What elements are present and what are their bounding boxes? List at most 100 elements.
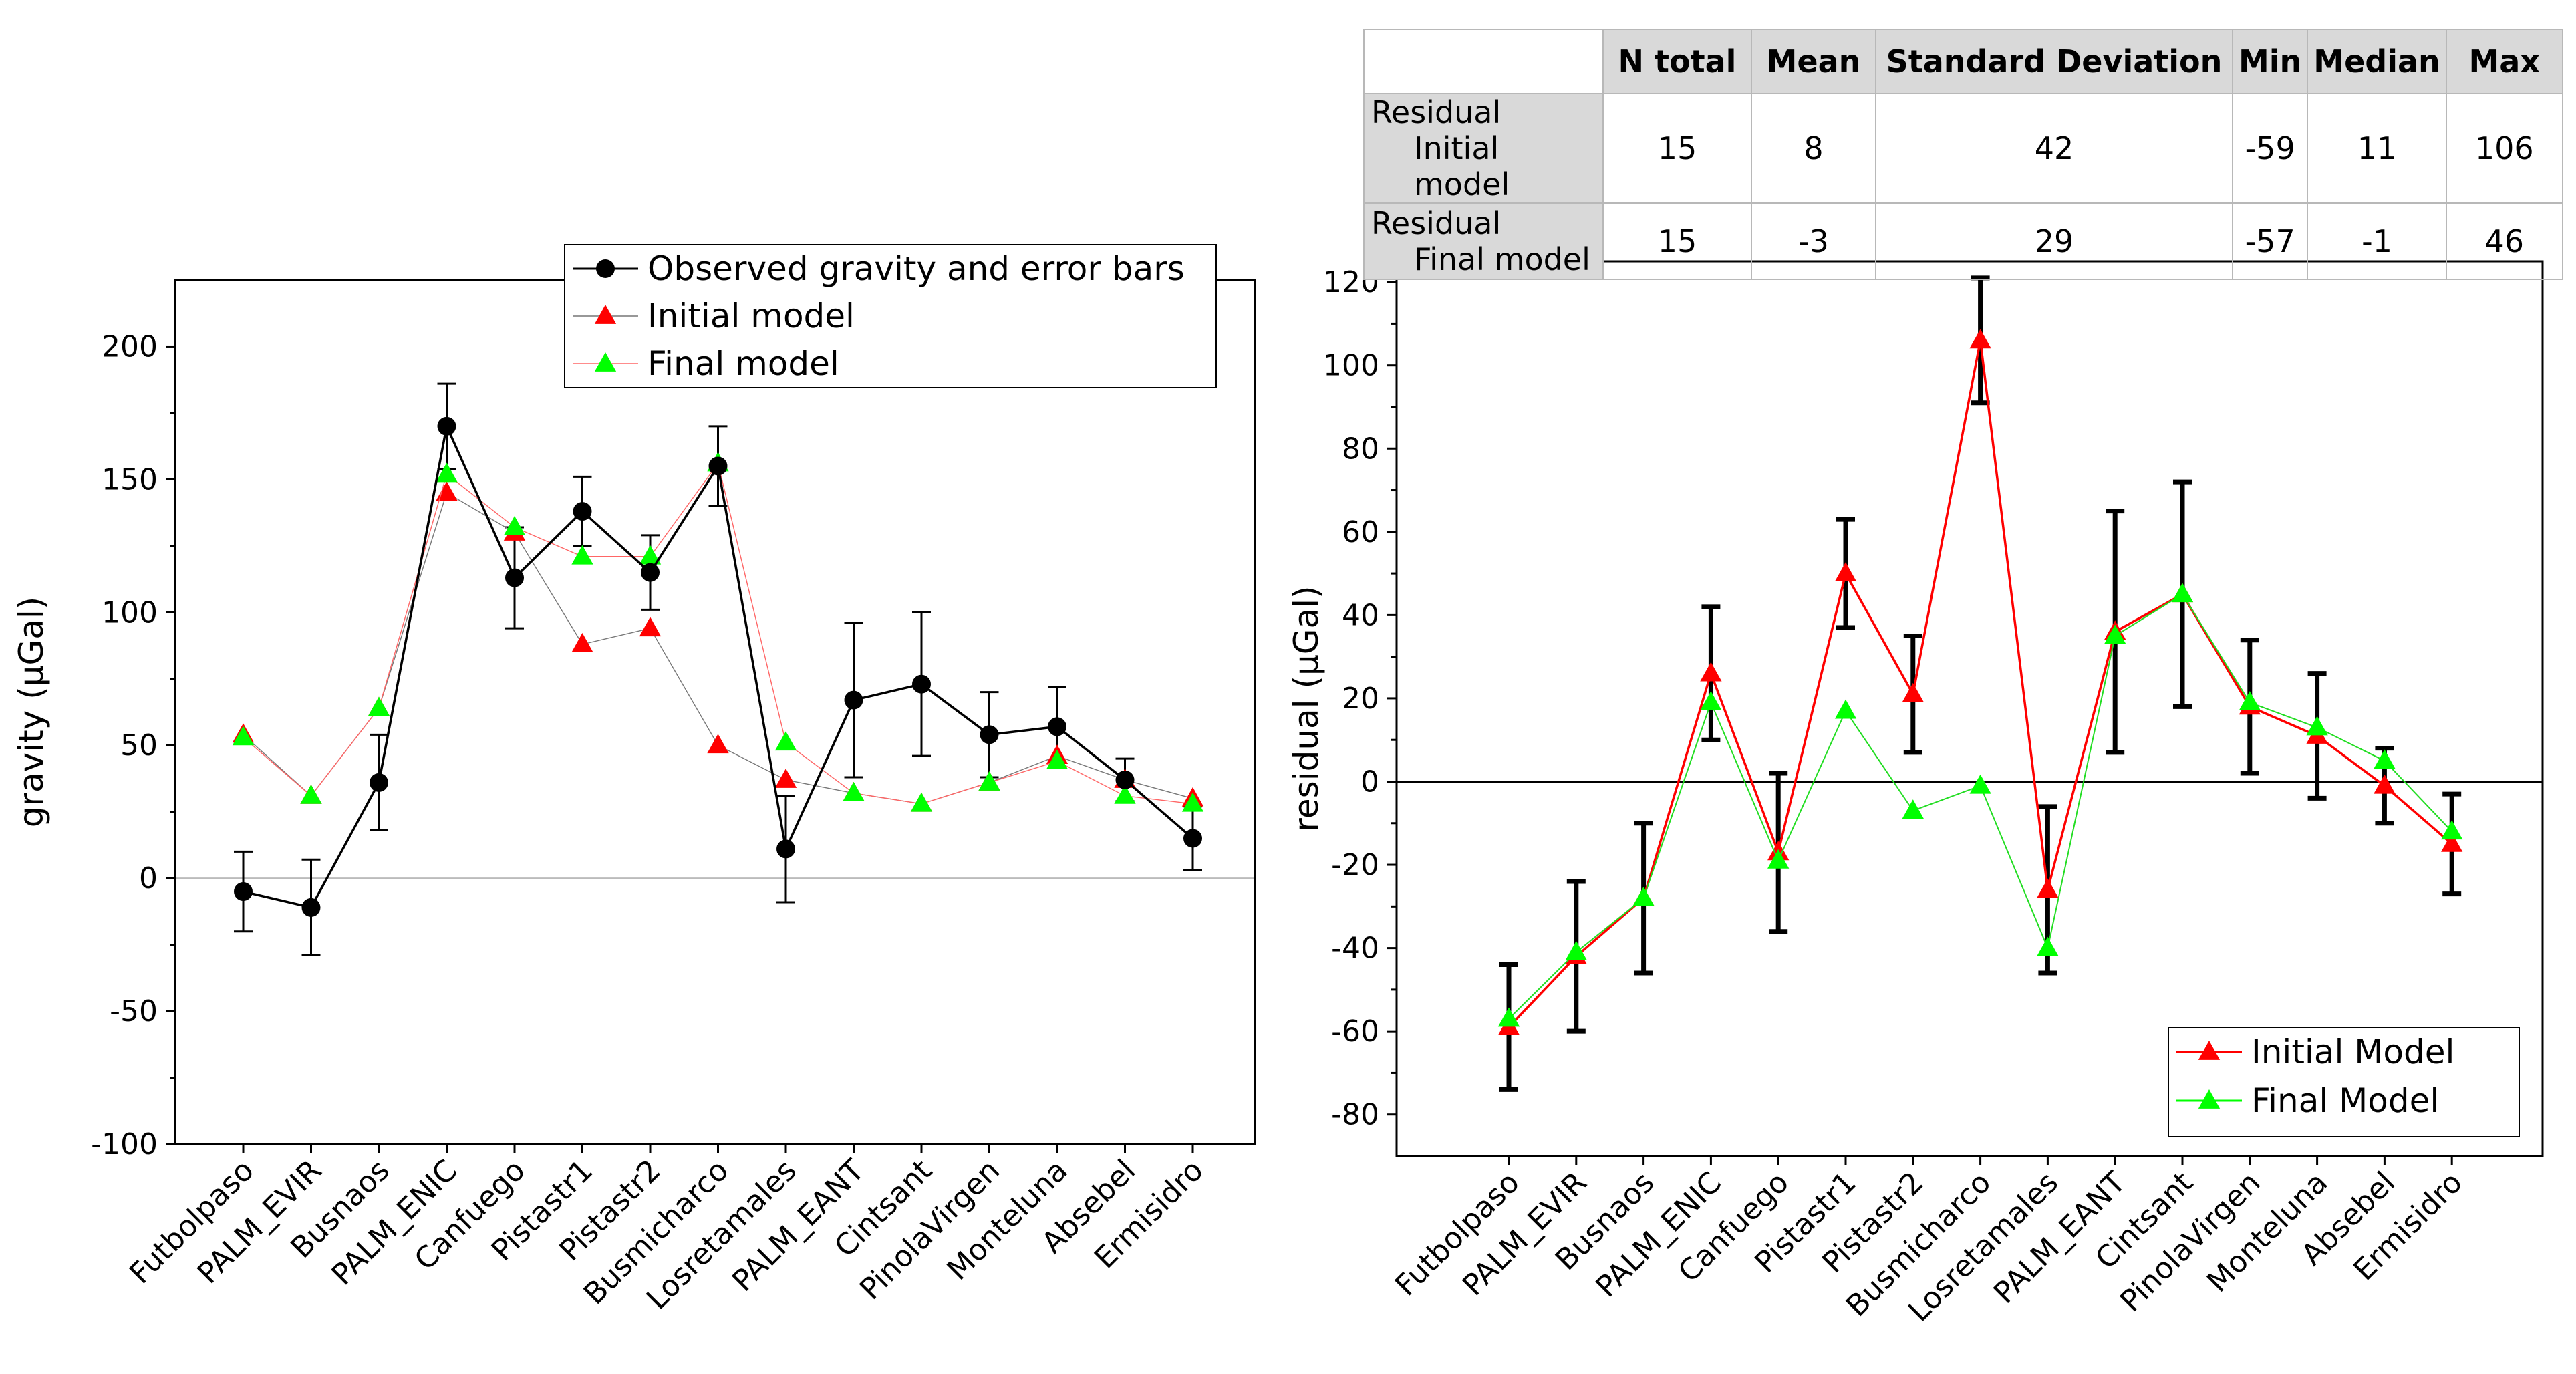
table-cell: -57 — [2231, 202, 2309, 280]
y-tick-label: 0 — [1361, 765, 1379, 799]
data-point-observed — [641, 563, 660, 582]
table-cell: 42 — [1875, 93, 2233, 204]
data-point-final — [1700, 691, 1722, 711]
legend-box — [564, 244, 1217, 388]
data-point-final — [1767, 849, 1790, 869]
data-point-observed — [301, 898, 321, 917]
data-point-initial — [1834, 562, 1857, 581]
legend-marker — [594, 305, 617, 324]
data-point-final — [503, 515, 526, 535]
y-tick-label: 20 — [1342, 682, 1379, 716]
y-tick-label: 50 — [120, 728, 158, 763]
data-point-observed — [1115, 770, 1135, 789]
data-point-final — [2104, 624, 2126, 644]
y-tick-label: -50 — [110, 994, 158, 1028]
data-point-observed — [844, 690, 863, 710]
data-point-observed — [912, 674, 931, 694]
table-header-n-total: N total — [1602, 29, 1752, 94]
series-line — [1508, 593, 2452, 1020]
y-tick-label: -100 — [91, 1127, 158, 1161]
y-tick-label: 150 — [102, 462, 158, 497]
legend-marker — [594, 352, 617, 372]
legend-box — [2168, 1027, 2520, 1137]
data-point-final — [2374, 749, 2396, 769]
table-cell: 15 — [1602, 93, 1752, 204]
left-chart-panel: -100-50050100150200FutbolpasoPALM_EVIRBu… — [12, 244, 1256, 1317]
legend-label: Final model — [648, 344, 839, 383]
legend-label: Observed gravity and error bars — [648, 249, 1185, 288]
data-point-final — [1114, 784, 1136, 804]
data-point-observed — [776, 839, 795, 859]
table-cell: 29 — [1875, 202, 2233, 280]
data-point-initial — [2441, 832, 2463, 852]
data-point-initial — [639, 617, 662, 637]
data-point-final — [571, 545, 593, 565]
table-row: Residual Initial model 15 8 42 -59 11 10… — [1363, 93, 2563, 204]
data-point-final — [910, 792, 933, 812]
legend-label: Final Model — [2251, 1081, 2439, 1120]
table-row-label: Residual Final model — [1363, 202, 1604, 280]
data-point-initial — [436, 481, 458, 501]
legend-marker — [2198, 1089, 2221, 1109]
data-point-observed — [505, 568, 524, 587]
y-axis-label: residual (µGal) — [1287, 585, 1326, 831]
data-point-final — [436, 462, 458, 483]
legend-label: Initial Model — [2251, 1033, 2454, 1071]
legend-label: Initial model — [648, 297, 855, 335]
data-point-initial — [571, 633, 593, 652]
table-header-std-dev: Standard Deviation — [1875, 29, 2233, 94]
data-point-initial — [774, 768, 797, 788]
table-header-blank — [1363, 29, 1604, 94]
data-point-observed — [1048, 717, 1066, 736]
table-cell: 15 — [1602, 202, 1752, 280]
data-point-initial — [1969, 329, 1991, 349]
table-cell: -3 — [1751, 202, 1876, 280]
data-point-observed — [1183, 829, 1202, 848]
data-point-observed — [708, 456, 728, 476]
table-row: Residual Final model 15 -3 29 -57 -1 46 — [1363, 202, 2563, 280]
data-point-initial — [1700, 662, 1722, 682]
data-point-final — [978, 771, 1000, 791]
row-label-line1: Residual — [1371, 205, 1501, 241]
table-cell: -59 — [2231, 93, 2309, 204]
data-point-final — [2239, 691, 2261, 711]
data-point-observed — [234, 882, 253, 902]
table-header-row: N total Mean Standard Deviation Min Medi… — [1363, 29, 2563, 94]
table-row-label: Residual Initial model — [1363, 93, 1604, 204]
legend-marker — [2198, 1041, 2221, 1060]
data-point-final — [1969, 774, 1991, 794]
row-label-line2: Initial model — [1414, 130, 1510, 202]
data-point-final — [1632, 886, 1655, 906]
plot-frame — [174, 279, 1256, 1145]
data-point-final — [1834, 699, 1857, 719]
data-point-final — [1497, 1007, 1520, 1027]
data-point-final — [1046, 750, 1068, 770]
legend-marker — [596, 259, 615, 278]
y-tick-label: -60 — [1331, 1014, 1379, 1049]
residual-statistics-table: N total Mean Standard Deviation Min Medi… — [1363, 29, 2563, 280]
series-line — [1508, 340, 2453, 1028]
data-point-final — [1565, 940, 1587, 960]
data-point-final — [2171, 583, 2194, 603]
data-point-final — [2306, 716, 2328, 736]
y-tick-label: 0 — [139, 861, 158, 896]
table-cell: 46 — [2445, 202, 2563, 280]
y-tick-label: 100 — [102, 595, 158, 630]
data-point-observed — [437, 416, 456, 436]
data-point-final — [368, 696, 390, 716]
data-point-final — [232, 726, 255, 746]
y-tick-label: -80 — [1331, 1098, 1379, 1132]
data-point-initial — [707, 734, 729, 754]
table-cell: 8 — [1751, 93, 1876, 204]
data-point-observed — [573, 502, 592, 521]
table-header-median: Median — [2307, 29, 2447, 94]
data-point-final — [774, 731, 797, 751]
data-point-final — [1181, 792, 1204, 812]
data-point-initial — [1902, 682, 1924, 702]
y-tick-label: 60 — [1342, 515, 1379, 549]
y-tick-label: -40 — [1331, 932, 1379, 966]
table-cell: 106 — [2445, 93, 2563, 204]
data-point-final — [843, 781, 865, 801]
table-header-max: Max — [2445, 29, 2563, 94]
